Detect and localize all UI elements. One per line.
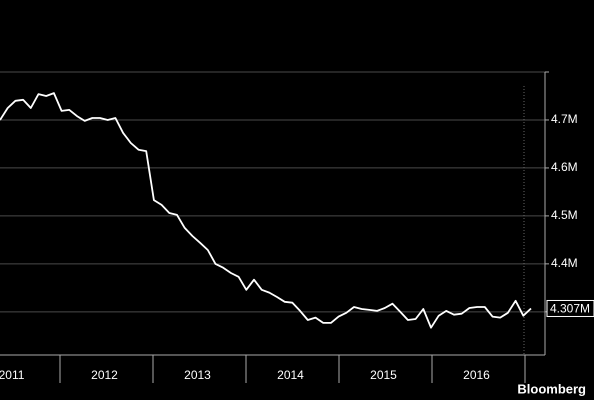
last-value-label: 4.307M [550,302,590,316]
x-tick-label: 2012 [91,368,118,382]
x-tick-label: 2011 [0,368,25,382]
last-value-box [546,299,594,317]
x-tick-label: 2015 [370,368,397,382]
x-tick-label: 2013 [184,368,211,382]
y-tick-label: 4.6M [551,160,578,174]
y-tick-label: 4.4M [551,256,578,270]
y-tick-label: 4.7M [551,112,578,126]
data-line [0,92,532,329]
source-logo: Bloomberg [517,381,586,396]
x-tick-label: 2014 [277,368,304,382]
x-tick-label: 2016 [463,368,490,382]
y-tick-label: 4.5M [551,208,578,222]
